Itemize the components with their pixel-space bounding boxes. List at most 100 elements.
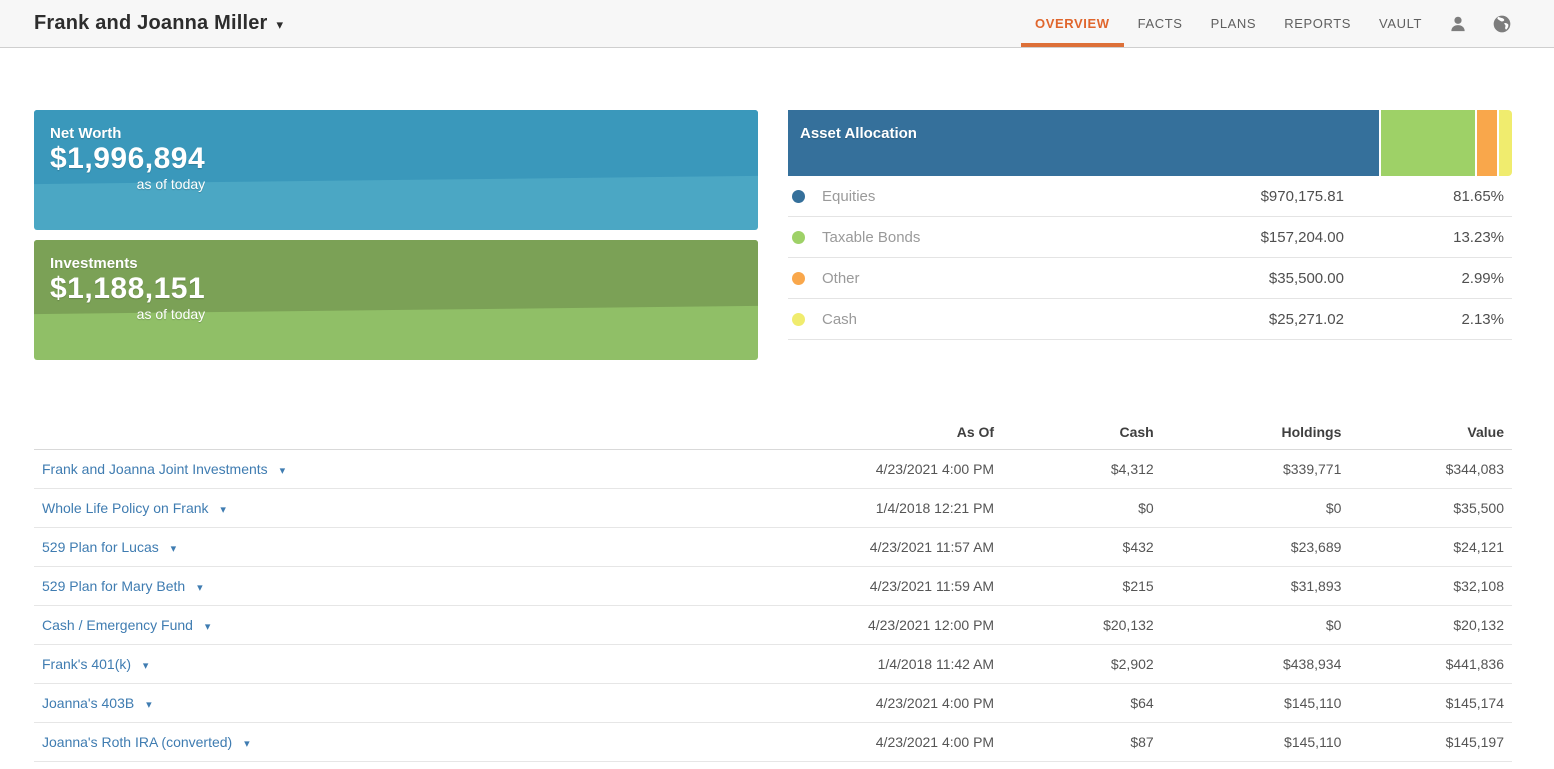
- value-cell: $145,174: [1349, 683, 1512, 723]
- allocation-value: $157,204.00: [1260, 228, 1344, 246]
- holdings-cell: $0: [1161, 605, 1350, 645]
- cash-cell: $20,132: [1002, 605, 1162, 645]
- chevron-down-icon[interactable]: ▾: [170, 543, 177, 555]
- table-row: Joanna's 403B ▾ 4/23/2021 4:00 PM $64 $1…: [34, 683, 1512, 723]
- account-link[interactable]: Joanna's 403B: [42, 695, 135, 711]
- asset-allocation-bar: Asset Allocation: [788, 110, 1512, 176]
- allocation-row-equities: Equities $970,175.81 81.65%: [788, 176, 1512, 217]
- asof-column-header: As Of: [787, 415, 1003, 450]
- net-worth-asof: as of today: [136, 176, 206, 192]
- holdings-cell: $23,689: [1161, 527, 1350, 567]
- value-cell: $441,836: [1349, 644, 1512, 684]
- allocation-percent: 13.23%: [1453, 228, 1504, 246]
- net-worth-amount: $1,996,894: [50, 142, 206, 175]
- value-cell: $32,108: [1349, 566, 1512, 606]
- globe-icon[interactable]: [1480, 0, 1524, 47]
- chevron-down-icon: ▾: [276, 17, 284, 32]
- asof-cell: 4/23/2021 12:00 PM: [787, 605, 1003, 645]
- table-row: Whole Life Policy on Frank ▾ 1/4/2018 12…: [34, 488, 1512, 528]
- account-link[interactable]: Cash / Emergency Fund: [42, 617, 193, 633]
- value-cell: $20,132: [1349, 605, 1512, 645]
- account-link[interactable]: 529 Plan for Lucas: [42, 539, 159, 555]
- client-selector[interactable]: Frank and Joanna Miller ▾: [34, 0, 283, 47]
- asof-cell: 4/23/2021 4:00 PM: [787, 449, 1003, 489]
- cash-cell: $2,902: [1002, 644, 1162, 684]
- investments-asof: as of today: [136, 306, 206, 322]
- asof-cell: 4/23/2021 11:59 AM: [787, 566, 1003, 606]
- top-bar: Frank and Joanna Miller ▾ OVERVIEW FACTS…: [0, 0, 1554, 48]
- allocation-label: Taxable Bonds: [822, 228, 921, 246]
- account-link[interactable]: Whole Life Policy on Frank: [42, 500, 209, 516]
- investments-title: Investments: [50, 255, 138, 272]
- accounts-header-row: As Of Cash Holdings Value: [34, 415, 1512, 450]
- account-link[interactable]: Frank's 401(k): [42, 656, 132, 672]
- cash-cell: $215: [1002, 566, 1162, 606]
- cash-cell: $4,312: [1002, 449, 1162, 489]
- tab-plans[interactable]: PLANS: [1210, 16, 1257, 31]
- chevron-down-icon[interactable]: ▾: [220, 504, 226, 516]
- table-row: Cash / Emergency Fund ▾ 4/23/2021 12:00 …: [34, 605, 1512, 645]
- value-cell: $145,197: [1349, 722, 1512, 762]
- chevron-down-icon[interactable]: ▾: [204, 621, 211, 633]
- asof-cell: 1/4/2018 12:21 PM: [787, 488, 1003, 528]
- asof-cell: 4/23/2021 4:00 PM: [787, 683, 1003, 723]
- cash-cell: $0: [1002, 488, 1162, 528]
- table-row: Frank and Joanna Joint Investments ▾ 4/2…: [34, 449, 1512, 489]
- allocation-row-taxable-bonds: Taxable Bonds $157,204.00 13.23%: [788, 217, 1512, 258]
- chevron-down-icon[interactable]: ▾: [279, 465, 286, 477]
- holdings-cell: $339,771: [1161, 449, 1350, 489]
- holdings-cell: $145,110: [1161, 683, 1350, 723]
- cash-column-header: Cash: [1002, 415, 1162, 450]
- holdings-cell: $31,893: [1161, 566, 1350, 606]
- allocation-value: $970,175.81: [1260, 187, 1344, 205]
- allocation-row-cash: Cash $25,271.02 2.13%: [788, 299, 1512, 340]
- allocation-row-other: Other $35,500.00 2.99%: [788, 258, 1512, 299]
- account-link[interactable]: Joanna's Roth IRA (converted): [42, 734, 233, 750]
- chevron-down-icon[interactable]: ▾: [142, 660, 149, 672]
- tab-reports[interactable]: REPORTS: [1284, 16, 1352, 31]
- chevron-down-icon[interactable]: ▾: [146, 699, 152, 711]
- allocation-label: Equities: [822, 187, 876, 205]
- summary-tiles: Net Worth $1,996,894 as of today Investm…: [34, 110, 758, 360]
- tab-overview[interactable]: OVERVIEW: [1021, 0, 1124, 47]
- chevron-down-icon[interactable]: ▾: [244, 738, 250, 750]
- value-cell: $24,121: [1349, 527, 1512, 567]
- cash-cell: $432: [1002, 527, 1162, 567]
- tab-vault[interactable]: VAULT: [1379, 16, 1422, 31]
- allocation-percent: 2.99%: [1461, 269, 1504, 287]
- asof-cell: 4/23/2021 11:57 AM: [787, 527, 1003, 567]
- net-worth-title: Net Worth: [50, 125, 122, 142]
- allocation-percent: 81.65%: [1453, 187, 1504, 205]
- taxable-bonds-dot-icon: [792, 230, 805, 244]
- account-column-header: [34, 415, 788, 450]
- accounts-table: As Of Cash Holdings Value Frank and Joan…: [34, 415, 1512, 762]
- table-row: Frank's 401(k) ▾ 1/4/2018 11:42 AM $2,90…: [34, 644, 1512, 684]
- allocation-segment-other: [1474, 110, 1497, 176]
- account-link[interactable]: Frank and Joanna Joint Investments: [42, 461, 268, 477]
- holdings-cell: $145,110: [1161, 722, 1350, 762]
- user-icon[interactable]: [1436, 0, 1480, 47]
- net-worth-tile[interactable]: Net Worth $1,996,894 as of today: [34, 110, 758, 230]
- asof-cell: 4/23/2021 4:00 PM: [787, 722, 1003, 762]
- main-nav: OVERVIEW FACTS PLANS REPORTS VAULT: [1021, 0, 1524, 47]
- summary-section: Net Worth $1,996,894 as of today Investm…: [34, 110, 1512, 360]
- account-link[interactable]: 529 Plan for Mary Beth: [42, 578, 186, 594]
- client-name: Frank and Joanna Miller: [34, 12, 268, 34]
- investments-tile[interactable]: Investments $1,188,151 as of today: [34, 240, 758, 360]
- table-row: 529 Plan for Lucas ▾ 4/23/2021 11:57 AM …: [34, 527, 1512, 567]
- holdings-column-header: Holdings: [1161, 415, 1350, 450]
- chevron-down-icon[interactable]: ▾: [197, 582, 203, 594]
- holdings-cell: $438,934: [1161, 644, 1350, 684]
- other-dot-icon: [792, 271, 805, 285]
- allocation-value: $35,500.00: [1268, 269, 1344, 287]
- equities-dot-icon: [792, 189, 805, 203]
- asof-cell: 1/4/2018 11:42 AM: [787, 644, 1003, 684]
- allocation-segment-cash: [1496, 110, 1512, 176]
- asset-allocation-panel: Asset Allocation Equities $970,175.81 81…: [788, 110, 1512, 360]
- asset-allocation-title: Asset Allocation: [800, 125, 917, 142]
- value-column-header: Value: [1349, 415, 1512, 450]
- holdings-cell: $0: [1161, 488, 1350, 528]
- cash-dot-icon: [792, 312, 805, 326]
- allocation-segment-equities: [788, 110, 1380, 176]
- tab-facts[interactable]: FACTS: [1137, 16, 1183, 31]
